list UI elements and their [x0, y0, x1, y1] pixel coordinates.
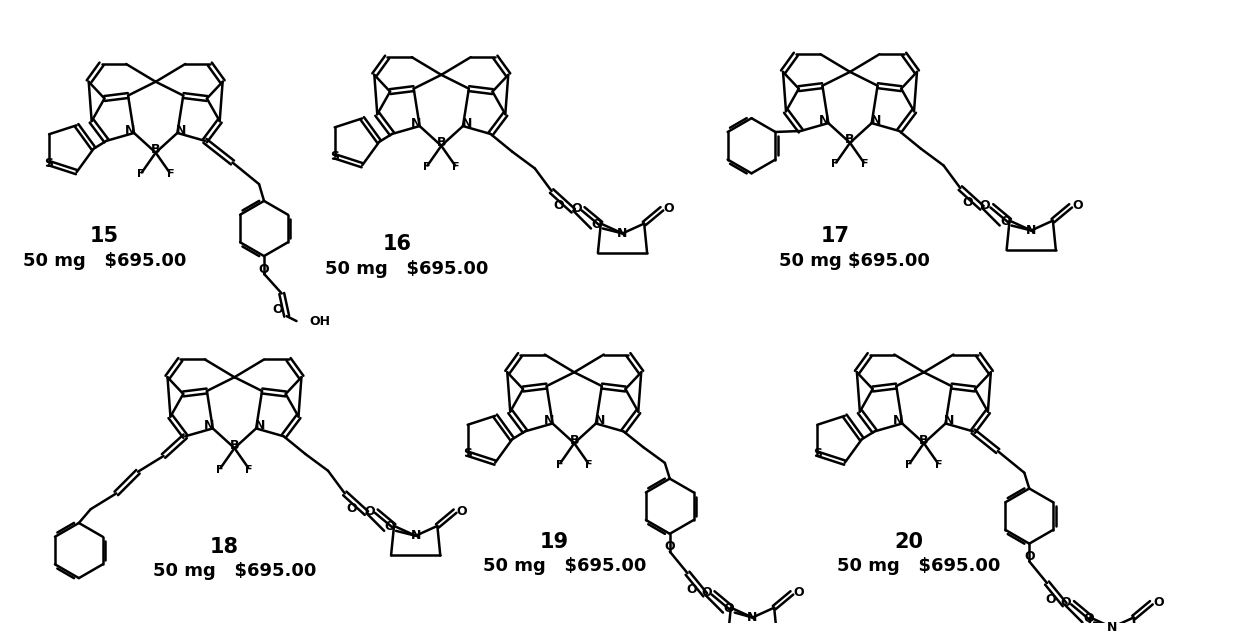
Text: B: B	[436, 136, 446, 149]
Text: N: N	[870, 114, 880, 127]
Text: N: N	[410, 529, 420, 542]
Text: 19: 19	[539, 532, 569, 552]
Text: F: F	[905, 460, 913, 470]
Text: N: N	[1107, 621, 1117, 633]
Text: F: F	[423, 163, 430, 172]
Text: O: O	[553, 199, 564, 212]
Text: O: O	[273, 303, 283, 316]
Text: S: S	[45, 157, 53, 170]
Text: O: O	[724, 602, 734, 615]
Text: 50 mg   $695.00: 50 mg $695.00	[22, 252, 186, 270]
Text: O: O	[365, 505, 374, 518]
Text: S: S	[812, 448, 822, 460]
Text: F: F	[166, 169, 174, 179]
Text: O: O	[701, 586, 712, 599]
Text: N: N	[945, 414, 955, 427]
Text: 17: 17	[821, 227, 849, 246]
Text: 15: 15	[91, 227, 119, 246]
Text: O: O	[1083, 612, 1094, 625]
Text: B: B	[919, 434, 929, 447]
Text: B: B	[569, 434, 579, 447]
Text: F: F	[585, 460, 593, 470]
Text: N: N	[461, 116, 472, 130]
Text: O: O	[686, 584, 697, 596]
Text: O: O	[980, 199, 991, 212]
Text: O: O	[665, 540, 675, 553]
Text: OH: OH	[309, 315, 330, 327]
Text: B: B	[151, 143, 160, 156]
Text: 50 mg   $695.00: 50 mg $695.00	[153, 562, 316, 580]
Text: O: O	[1073, 199, 1083, 212]
Text: S: S	[330, 150, 340, 163]
Text: F: F	[138, 169, 145, 179]
Text: N: N	[820, 114, 830, 127]
Text: F: F	[453, 163, 460, 172]
Text: N: N	[125, 123, 135, 137]
Text: N: N	[748, 611, 758, 624]
Text: N: N	[618, 227, 627, 240]
Text: B: B	[229, 439, 239, 452]
Text: N: N	[543, 414, 554, 427]
Text: 20: 20	[894, 532, 924, 552]
Text: F: F	[861, 160, 868, 170]
Text: 50 mg   $695.00: 50 mg $695.00	[482, 557, 646, 575]
Text: O: O	[1060, 596, 1071, 609]
Text: O: O	[591, 218, 603, 231]
Text: O: O	[663, 203, 675, 215]
Text: N: N	[203, 419, 215, 432]
Text: O: O	[1153, 596, 1163, 609]
Text: F: F	[832, 160, 839, 170]
Text: F: F	[246, 465, 253, 475]
Text: S: S	[464, 448, 472, 460]
Text: N: N	[410, 116, 420, 130]
Text: O: O	[346, 502, 357, 515]
Text: 50 mg   $695.00: 50 mg $695.00	[837, 557, 1001, 575]
Text: F: F	[935, 460, 942, 470]
Text: N: N	[1025, 224, 1037, 237]
Text: B: B	[846, 134, 854, 146]
Text: N: N	[595, 414, 605, 427]
Text: O: O	[962, 196, 972, 210]
Text: 18: 18	[210, 537, 239, 556]
Text: O: O	[456, 505, 467, 518]
Text: O: O	[1045, 593, 1056, 606]
Text: N: N	[255, 419, 265, 432]
Text: O: O	[1001, 215, 1011, 228]
Text: O: O	[1024, 550, 1034, 563]
Text: 50 mg $695.00: 50 mg $695.00	[780, 252, 930, 270]
Text: O: O	[384, 520, 396, 534]
Text: N: N	[893, 414, 904, 427]
Text: O: O	[259, 263, 269, 277]
Text: F: F	[216, 465, 223, 475]
Text: O: O	[794, 586, 804, 599]
Text: F: F	[556, 460, 563, 470]
Text: 16: 16	[382, 234, 412, 254]
Text: 50 mg   $695.00: 50 mg $695.00	[325, 260, 489, 278]
Text: O: O	[570, 203, 582, 215]
Text: N: N	[176, 123, 186, 137]
